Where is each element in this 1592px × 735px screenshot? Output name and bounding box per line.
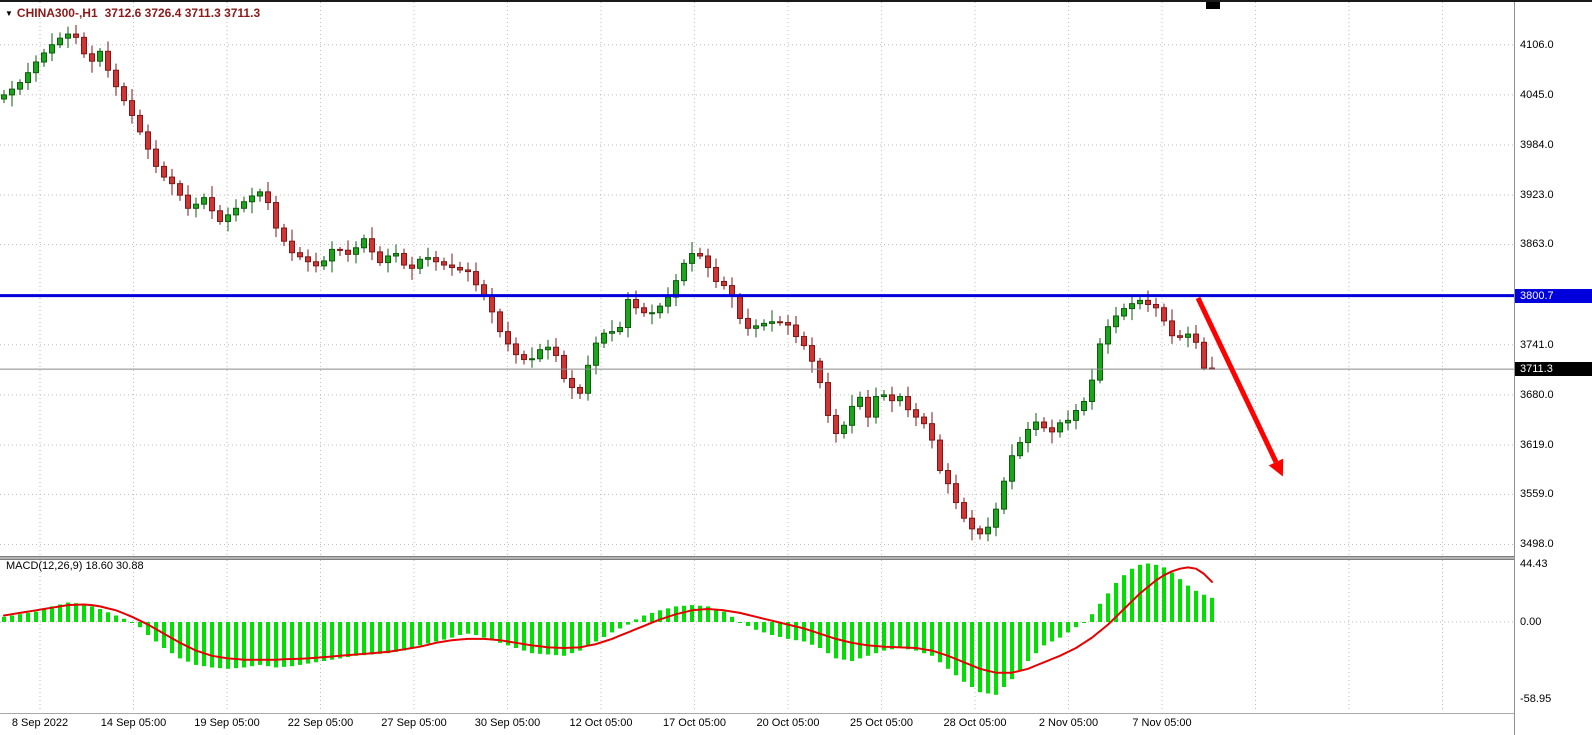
time-axis-label: 27 Sep 05:00 — [381, 717, 447, 729]
time-axis-label: 19 Sep 05:00 — [194, 717, 260, 729]
macd-indicator-label: MACD(12,26,9) 18.60 30.88 — [6, 560, 144, 572]
chart-canvas[interactable] — [0, 0, 1514, 714]
grid-layer — [0, 2, 1514, 712]
time-axis-label: 7 Nov 05:00 — [1132, 717, 1192, 729]
symbol-ohlc-label: ▼ CHINA300-,H1 3712.6 3726.4 3711.3 3711.3 — [5, 6, 260, 20]
symbol-period-label: CHINA300-,H1 — [16, 6, 98, 20]
price-axis-label: 4045.0 — [1520, 88, 1554, 101]
window-top-border — [0, 0, 1592, 2]
price-axis-label: 3680.0 — [1520, 388, 1554, 401]
time-axis-label: 30 Sep 05:00 — [474, 717, 541, 729]
macd-axis-label: -58.95 — [1520, 692, 1552, 705]
time-axis[interactable]: 8 Sep 2022 14 Sep 05:00 19 Sep 05:00 22 Sep… — [0, 714, 1514, 735]
time-axis-label: 28 Oct 05:00 — [943, 717, 1007, 729]
macd-signal-line — [3, 566, 1213, 674]
macd-axis-label: 0.00 — [1520, 616, 1542, 628]
time-axis-label: 17 Oct 05:00 — [663, 717, 726, 729]
time-axis-divider — [0, 713, 1592, 714]
macd-histogram — [2, 563, 1214, 695]
price-axis-label: 3498.0 — [1520, 538, 1554, 551]
price-axis-label: 3559.0 — [1520, 488, 1554, 501]
price-axis-label: 3619.0 — [1520, 439, 1554, 452]
time-axis-label: 2 Nov 05:00 — [1038, 717, 1099, 729]
chart-shift-marker[interactable] — [1206, 1, 1220, 9]
time-axis-label: 8 Sep 2022 — [11, 717, 69, 729]
time-axis-label: 12 Oct 05:00 — [569, 717, 633, 729]
resistance-price-label: 3800.7 — [1515, 288, 1592, 303]
candles-layer — [1, 25, 1215, 542]
symbol-dropdown-icon[interactable]: ▼ — [5, 9, 13, 18]
price-axis-label: 3984.0 — [1520, 139, 1554, 152]
time-axis-label: 20 Oct 05:00 — [756, 717, 820, 729]
time-axis-label: 25 Oct 05:00 — [850, 717, 913, 729]
price-axis-label: 3923.0 — [1520, 189, 1554, 202]
trend-arrow-annotation[interactable] — [1195, 296, 1284, 477]
price-axis-label: 3863.0 — [1520, 238, 1554, 251]
panel-separator[interactable] — [0, 556, 1592, 560]
price-axis-label: 4106.0 — [1520, 38, 1554, 51]
price-axis-label: 3741.0 — [1520, 338, 1554, 351]
ohlc-values-label: 3712.6 3726.4 3711.3 3711.3 — [104, 6, 261, 20]
time-axis-label: 14 Sep 05:00 — [100, 717, 167, 729]
current-price-label: 3711.3 — [1515, 362, 1592, 377]
time-axis-label: 22 Sep 05:00 — [287, 717, 354, 729]
macd-axis-label: 44.43 — [1520, 558, 1548, 571]
